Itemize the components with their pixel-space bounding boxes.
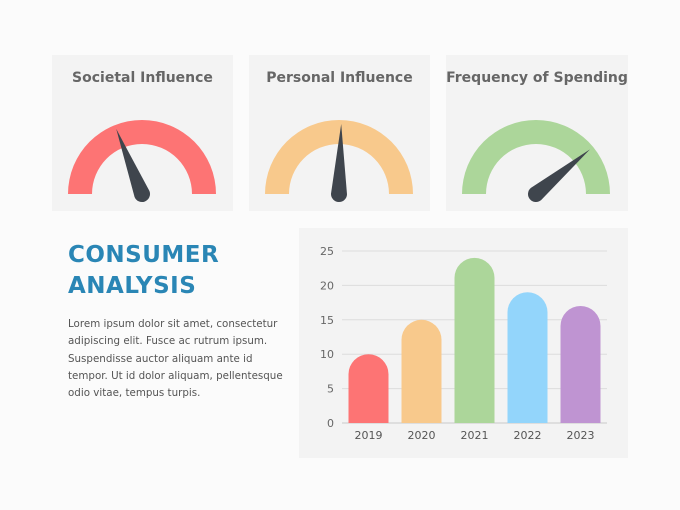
title-line-1: CONSUMER (68, 242, 220, 268)
y-tick-label: 5 (327, 383, 334, 396)
page-title: CONSUMER ANALYSIS (68, 240, 219, 302)
gauge-title: Societal Influence (72, 70, 213, 86)
y-tick-label: 0 (327, 417, 334, 430)
gauge-panel-frequency: Frequency of Spending (446, 55, 628, 211)
x-tick-label: 2020 (408, 429, 436, 442)
bar-2022 (507, 292, 548, 423)
title-line-2: ANALYSIS (68, 273, 197, 299)
bar-2021 (454, 257, 495, 423)
bar-2023 (560, 306, 601, 423)
gauge-title: Frequency of Spending (446, 70, 628, 86)
y-tick-label: 20 (320, 279, 334, 292)
bar-2020 (401, 319, 442, 423)
gauge-societal (68, 120, 216, 203)
y-tick-label: 25 (320, 245, 334, 258)
gauge-title: Personal Influence (266, 70, 413, 86)
x-tick-label: 2022 (514, 429, 542, 442)
gauge-needle (528, 149, 590, 202)
gauge-panel-societal: Societal Influence (52, 55, 233, 211)
gauge-personal (265, 120, 413, 203)
gauge-arc (68, 120, 216, 194)
gauge-panel-personal: Personal Influence (249, 55, 430, 211)
gauge-arc (265, 120, 413, 194)
bar-chart: 0 5 10 15 20 25 2019 2020 2021 2022 2023 (320, 245, 607, 442)
gauge-needle (116, 128, 151, 203)
gauge-arc (462, 120, 610, 194)
bar-2019 (348, 354, 389, 423)
gauge-frequency (462, 120, 610, 202)
y-tick-label: 10 (320, 348, 334, 361)
gauge-needle (330, 124, 347, 203)
body-text: Lorem ipsum dolor sit amet, consectetur … (68, 318, 283, 400)
x-tick-label: 2019 (355, 429, 383, 442)
x-tick-label: 2023 (567, 429, 595, 442)
y-tick-label: 15 (320, 314, 334, 327)
x-tick-label: 2021 (461, 429, 489, 442)
